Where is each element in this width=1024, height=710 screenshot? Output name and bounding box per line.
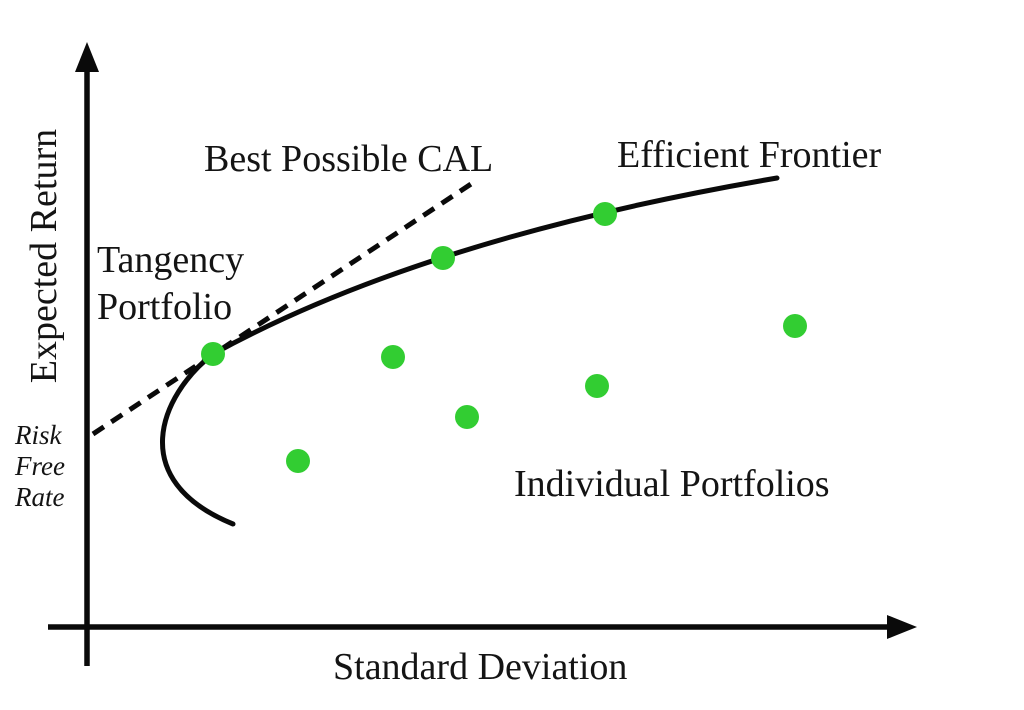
tangency-portfolio-label: Tangency Portfolio [97,239,245,328]
best-possible-cal-label: Best Possible CAL [204,138,494,180]
individual-portfolio-point [585,374,609,398]
efficient-frontier-label: Efficient Frontier [617,134,882,176]
x-axis-label: Standard Deviation [333,646,628,688]
efficient-frontier-point [431,246,455,270]
feasible-set-curve [160,351,236,527]
individual-portfolio-point [286,449,310,473]
individual-portfolio-point [455,405,479,429]
efficient-frontier-curve [210,175,780,357]
efficient-frontier-point [593,202,617,226]
individual-portfolio-point [783,314,807,338]
individual-portfolios-label: Individual Portfolios [514,463,830,505]
y-axis-arrowhead-icon [75,42,99,72]
x-axis-arrowhead-icon [887,615,917,639]
y-axis-label: Expected Return [22,128,65,384]
cal-dashed-line [91,181,473,437]
tangency-portfolio-point [201,342,225,366]
individual-portfolio-point [381,345,405,369]
risk-free-rate-label: Risk Free Rate [15,420,65,512]
